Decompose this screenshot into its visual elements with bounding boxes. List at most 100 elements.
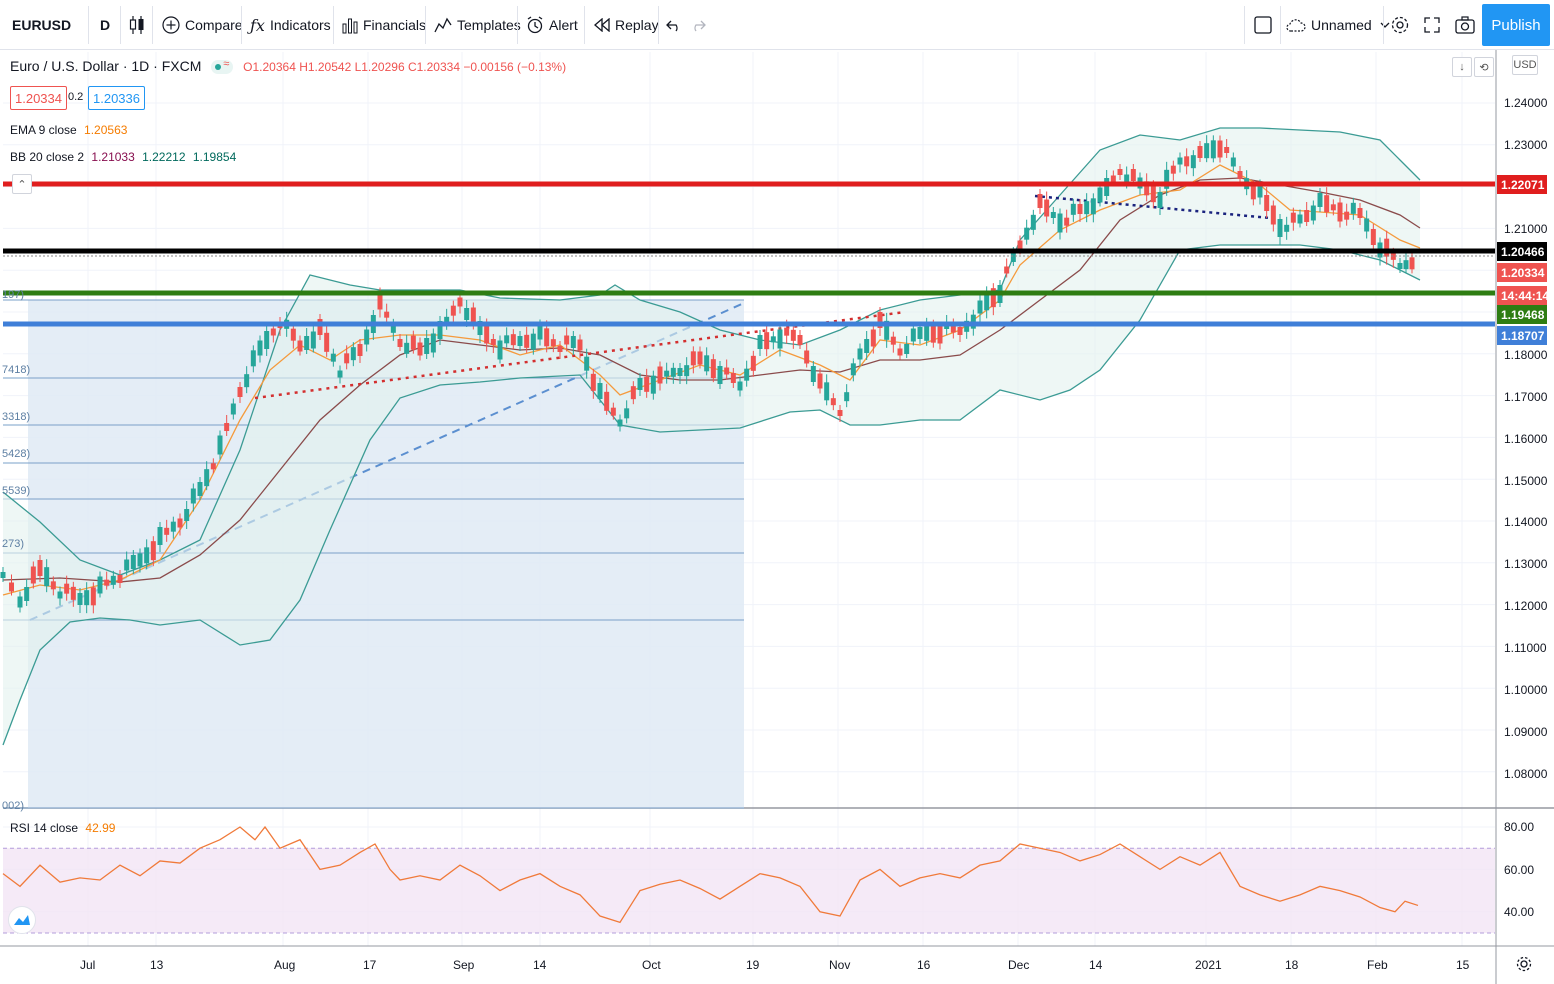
- indicators-button[interactable]: ƒx Indicators: [250, 0, 331, 50]
- axis-settings-button[interactable]: [1515, 955, 1533, 973]
- countdown-tag: 14:44:14: [1497, 286, 1549, 305]
- candle-body: [937, 326, 943, 344]
- candle-body: [904, 344, 910, 354]
- time-tick: 15: [1456, 958, 1470, 972]
- candle-body: [1070, 203, 1076, 215]
- reset-button[interactable]: ⟲: [1474, 57, 1494, 77]
- bb-lower-value: 1.19854: [192, 150, 237, 164]
- candle-body: [324, 332, 330, 352]
- candle-body: [430, 333, 436, 353]
- time-tick: Sep: [453, 958, 475, 972]
- candle-body: [517, 336, 523, 346]
- candle-body: [1304, 210, 1310, 222]
- candle-body: [350, 347, 356, 361]
- compare-button[interactable]: Compare: [162, 0, 243, 50]
- candle-body: [1084, 201, 1090, 215]
- price-tick: 1.18000: [1504, 348, 1548, 362]
- financials-button[interactable]: Financials: [342, 0, 426, 50]
- candle-body: [197, 482, 203, 496]
- collapse-legend-button[interactable]: ⌃: [12, 174, 32, 194]
- candle-body: [1277, 219, 1283, 237]
- layout-toggle-button[interactable]: [1254, 0, 1277, 50]
- toolbar-divider: [120, 6, 121, 44]
- candle-body: [1330, 204, 1336, 211]
- rsi-tick: 40.00: [1504, 905, 1535, 919]
- camera-icon: [1455, 16, 1475, 34]
- candle-body: [1117, 169, 1123, 175]
- price-tick: 1.24000: [1504, 96, 1548, 110]
- redo-button[interactable]: [690, 0, 711, 50]
- candle-body: [117, 575, 123, 583]
- scroll-down-button[interactable]: ↓: [1452, 57, 1472, 77]
- candle-body: [457, 297, 463, 307]
- candle-body: [1124, 174, 1130, 184]
- candle-body: [1350, 202, 1356, 214]
- candle-body: [144, 547, 150, 564]
- sell-price-button[interactable]: 1.20334: [10, 86, 67, 110]
- candle-body: [557, 346, 563, 352]
- chevron-down-icon: [1380, 21, 1390, 29]
- candle-body: [897, 348, 903, 356]
- candle-body: [270, 328, 276, 336]
- replay-button[interactable]: Replay: [594, 0, 659, 50]
- publish-button[interactable]: Publish: [1482, 4, 1550, 46]
- candle-body: [730, 373, 736, 383]
- fullscreen-button[interactable]: [1424, 0, 1445, 50]
- candle-body: [224, 423, 230, 431]
- candle-body: [1057, 213, 1063, 233]
- function-icon: ƒx: [250, 15, 265, 35]
- tradingview-logo-button[interactable]: [8, 906, 36, 934]
- templates-label: Templates: [457, 17, 521, 33]
- candle-body: [637, 378, 643, 390]
- candle-body: [510, 334, 516, 346]
- spread-value: 0.2: [68, 91, 84, 103]
- price-tick: 1.08000: [1504, 767, 1548, 781]
- candle-body: [384, 311, 390, 318]
- toolbar-divider: [333, 6, 334, 44]
- undo-button[interactable]: [666, 0, 687, 50]
- snapshot-button[interactable]: [1455, 0, 1480, 50]
- level-tag-black: 1.20466: [1497, 242, 1547, 261]
- candle-body: [864, 339, 870, 353]
- candle-body: [797, 335, 803, 345]
- candle-body: [190, 488, 196, 504]
- candle-body: [237, 387, 243, 397]
- candle-body: [1290, 212, 1296, 223]
- candle-body: [1264, 195, 1270, 211]
- alert-label: Alert: [549, 17, 578, 33]
- candle-body: [597, 383, 603, 399]
- candle-body: [424, 338, 430, 354]
- candle-body: [364, 329, 370, 345]
- candle-body: [50, 581, 56, 590]
- candle-body: [30, 566, 36, 584]
- chevron-up-icon: ⌃: [17, 178, 27, 191]
- fib-label: 197): [2, 289, 25, 301]
- candle-body: [1177, 157, 1183, 165]
- candle-body: [1364, 218, 1370, 232]
- interval-button[interactable]: D: [100, 0, 110, 50]
- settings-button[interactable]: [1390, 0, 1415, 50]
- candle-body: [1357, 208, 1363, 218]
- candle-body: [710, 359, 716, 379]
- symbol-search-button[interactable]: EURUSD: [12, 0, 71, 50]
- candle-body: [717, 366, 723, 384]
- candle-body: [657, 366, 663, 384]
- candle-body: [724, 367, 730, 375]
- candle-body: [990, 288, 996, 308]
- candle-body: [37, 560, 43, 576]
- currency-button[interactable]: USD: [1512, 55, 1538, 75]
- buy-price-button[interactable]: 1.20336: [88, 86, 145, 110]
- candle-body: [1184, 156, 1190, 167]
- alert-button[interactable]: Alert: [526, 0, 578, 50]
- candle-body: [1217, 140, 1223, 158]
- candle-body: [1077, 204, 1083, 214]
- symbol-label: EURUSD: [12, 17, 72, 33]
- candle-body: [930, 324, 936, 343]
- layout-name-button[interactable]: Unnamed: [1286, 0, 1395, 50]
- candle-body: [610, 407, 616, 416]
- chart-type-button[interactable]: [128, 0, 151, 50]
- candle-body: [1030, 214, 1036, 230]
- templates-button[interactable]: Templates: [434, 0, 521, 50]
- alarm-clock-icon: [526, 16, 544, 34]
